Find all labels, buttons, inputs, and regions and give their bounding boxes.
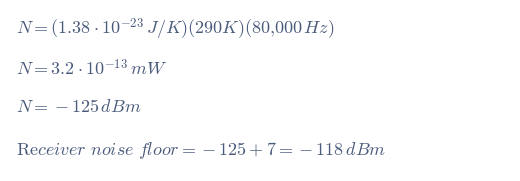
Text: $N=(1.38\cdot10^{-23}\,J/K)(290K)(80{,}000\,Hz)$: $N=(1.38\cdot10^{-23}\,J/K)(290K)(80{,}0… (16, 16, 334, 42)
Text: $\mathrm{Re}\mathit{ceiver\ noise\ floor}=-125+7=-118\,dBm$: $\mathrm{Re}\mathit{ceiver\ noise\ floor… (16, 140, 386, 161)
Text: $N=-125\,dBm$: $N=-125\,dBm$ (16, 98, 141, 116)
Text: $N=3.2\cdot10^{-13}\,mW$: $N=3.2\cdot10^{-13}\,mW$ (16, 58, 167, 79)
